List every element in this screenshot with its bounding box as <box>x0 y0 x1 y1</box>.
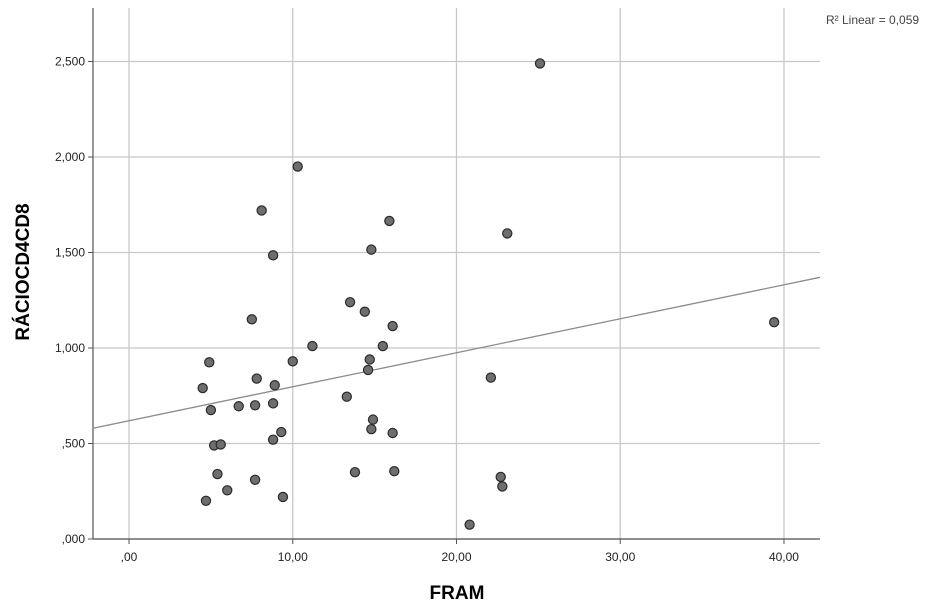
y-tick-label: 1,000 <box>55 341 85 355</box>
grid <box>93 8 820 540</box>
data-point <box>534 58 546 69</box>
data-point <box>197 382 208 394</box>
data-point <box>307 340 318 352</box>
data-point <box>292 161 303 172</box>
x-axis-title: FRAM <box>430 583 485 604</box>
data-point <box>251 373 262 384</box>
axes <box>88 8 820 544</box>
data-point <box>205 404 217 416</box>
data-point <box>249 474 261 485</box>
data-point <box>344 296 356 308</box>
data-point <box>367 414 379 425</box>
data-point <box>200 495 212 506</box>
y-tick-label: ,000 <box>62 532 86 546</box>
data-point <box>233 401 244 412</box>
x-tick-label: 40,00 <box>769 550 799 564</box>
y-tick-label: ,500 <box>62 436 86 450</box>
data-point <box>215 439 226 450</box>
data-point <box>359 306 371 317</box>
data-point <box>269 380 280 391</box>
x-tick-label: 30,00 <box>605 550 635 564</box>
data-point <box>464 519 475 530</box>
x-tick-label: 20,00 <box>441 550 471 564</box>
data-point <box>222 485 233 496</box>
y-tick-label: 1,500 <box>55 245 85 259</box>
data-point <box>249 400 261 411</box>
data-point <box>267 250 279 261</box>
data-point <box>502 228 513 239</box>
y-axis-title: RÁCIOCD4CD8 <box>12 203 34 340</box>
data-point <box>362 364 374 376</box>
data-point <box>267 398 279 409</box>
data-point <box>387 427 398 439</box>
data-point <box>377 340 389 352</box>
data-point <box>364 354 375 365</box>
data-point <box>768 317 780 328</box>
data-point <box>204 357 215 368</box>
x-tick-label: ,00 <box>121 550 138 564</box>
data-point <box>341 391 352 402</box>
regression-line <box>92 276 821 429</box>
data-point <box>384 215 395 227</box>
data-point <box>276 426 287 438</box>
data-point <box>387 320 398 332</box>
fit-line-group <box>92 276 821 429</box>
data-point <box>495 471 506 483</box>
x-tick-label: 10,00 <box>278 550 308 564</box>
data-point <box>256 205 267 216</box>
y-tick-label: 2,000 <box>55 150 85 164</box>
data-points <box>197 58 780 530</box>
data-point <box>287 356 298 367</box>
data-point <box>366 423 377 435</box>
y-tick-label: 2,500 <box>55 54 85 68</box>
data-point <box>349 466 361 478</box>
tick-labels: ,00 10,00 20,00 30,00 40,00 ,000 ,500 1,000 1,50… <box>55 54 799 564</box>
data-point <box>366 244 377 255</box>
data-point <box>497 481 508 492</box>
data-point <box>212 468 223 480</box>
data-point <box>246 314 258 325</box>
data-point <box>389 465 400 477</box>
r-squared-label: R² Linear = 0,059 <box>826 13 919 27</box>
data-point <box>277 491 289 503</box>
data-point <box>267 434 279 445</box>
data-point <box>485 372 497 383</box>
